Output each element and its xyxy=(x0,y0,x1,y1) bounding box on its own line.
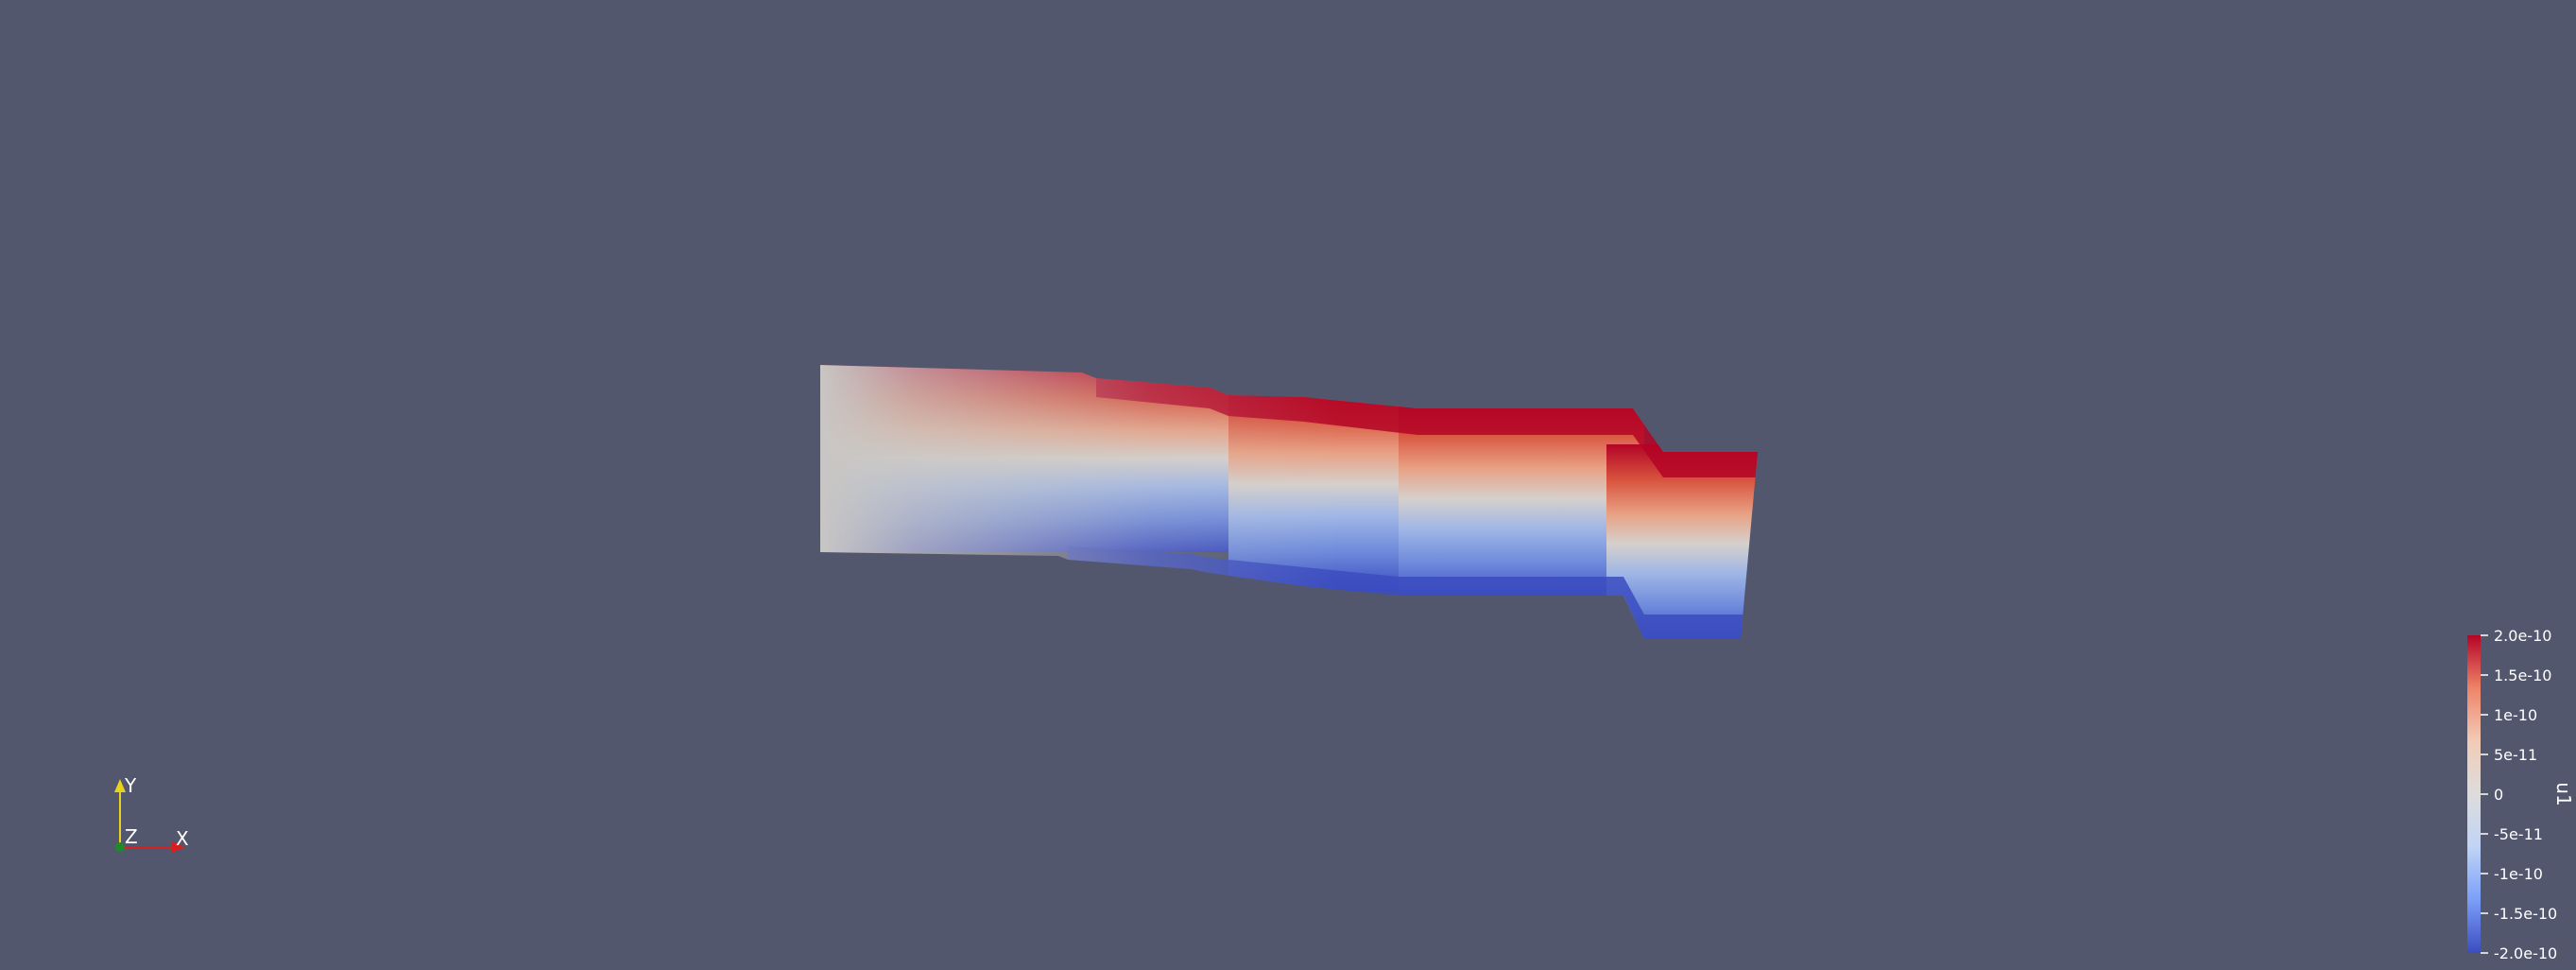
colorbar-tick-label: -2.0e-10 xyxy=(2494,944,2557,962)
colorbar-tick-label: 5e-11 xyxy=(2494,746,2537,764)
colorbar-ticks: 2.0e-10 1.5e-10 1e-10 5e-11 0 -5e-11 -1e-10 -1.… xyxy=(2481,627,2557,962)
colorbar: 2.0e-10 1.5e-10 1e-10 5e-11 0 -5e-11 -1e-10 -1.… xyxy=(2467,627,2575,962)
colorbar-title: u1 xyxy=(2552,782,2575,805)
deformed-beam-mesh[interactable] xyxy=(820,359,1767,643)
y-axis-label: Y xyxy=(124,774,137,797)
z-axis-dot xyxy=(115,842,125,852)
colorbar-tick-label: -5e-11 xyxy=(2494,825,2543,843)
colorbar-tick-label: -1.5e-10 xyxy=(2494,905,2557,923)
colorbar-tick-label: 1e-10 xyxy=(2494,706,2537,724)
x-axis-label: X xyxy=(176,827,189,850)
colorbar-tick-label: 0 xyxy=(2494,786,2503,804)
x-axis-arrow xyxy=(172,841,185,853)
colorbar-gradient xyxy=(2467,635,2481,953)
colorbar-tick-label: 1.5e-10 xyxy=(2494,667,2551,684)
z-axis-label: Z xyxy=(125,825,138,848)
orientation-axes: Y Z X xyxy=(114,774,189,853)
colorbar-tick-label: -1e-10 xyxy=(2494,865,2543,883)
colorbar-tick-label: 2.0e-10 xyxy=(2494,627,2551,645)
y-axis-arrow xyxy=(114,779,126,792)
